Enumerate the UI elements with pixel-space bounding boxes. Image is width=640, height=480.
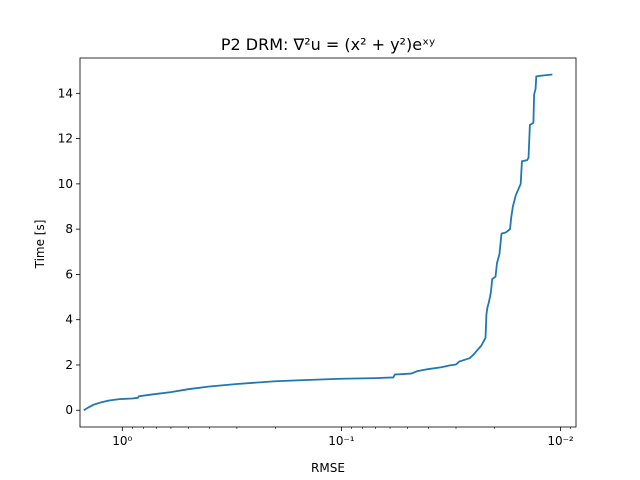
y-tick-label: 14 xyxy=(58,86,73,100)
y-tick-label: 2 xyxy=(65,358,73,372)
x-tick-label: 10⁰ xyxy=(112,434,132,448)
plot-area: 10⁰ 10⁻¹ 10⁻² 0 2 4 6 8 10 12 14 xyxy=(58,57,577,448)
y-tick-label: 10 xyxy=(58,177,73,191)
chart-title: P2 DRM: ∇²u = (x² + y²)eˣʸ xyxy=(221,35,435,54)
y-axis-label: Time [s] xyxy=(33,220,47,270)
x-tick-label: 10⁻² xyxy=(547,434,574,448)
y-tick-label: 8 xyxy=(65,222,73,236)
y-tick-label: 4 xyxy=(65,313,73,327)
y-tick-label: 12 xyxy=(58,132,73,146)
series-line-0 xyxy=(83,73,553,412)
y-tick-label: 0 xyxy=(65,403,73,417)
x-axis-label: RMSE xyxy=(311,461,345,475)
axes-frame xyxy=(79,57,577,428)
x-tick-label: 10⁻¹ xyxy=(328,434,355,448)
y-tick-label: 6 xyxy=(65,267,73,281)
